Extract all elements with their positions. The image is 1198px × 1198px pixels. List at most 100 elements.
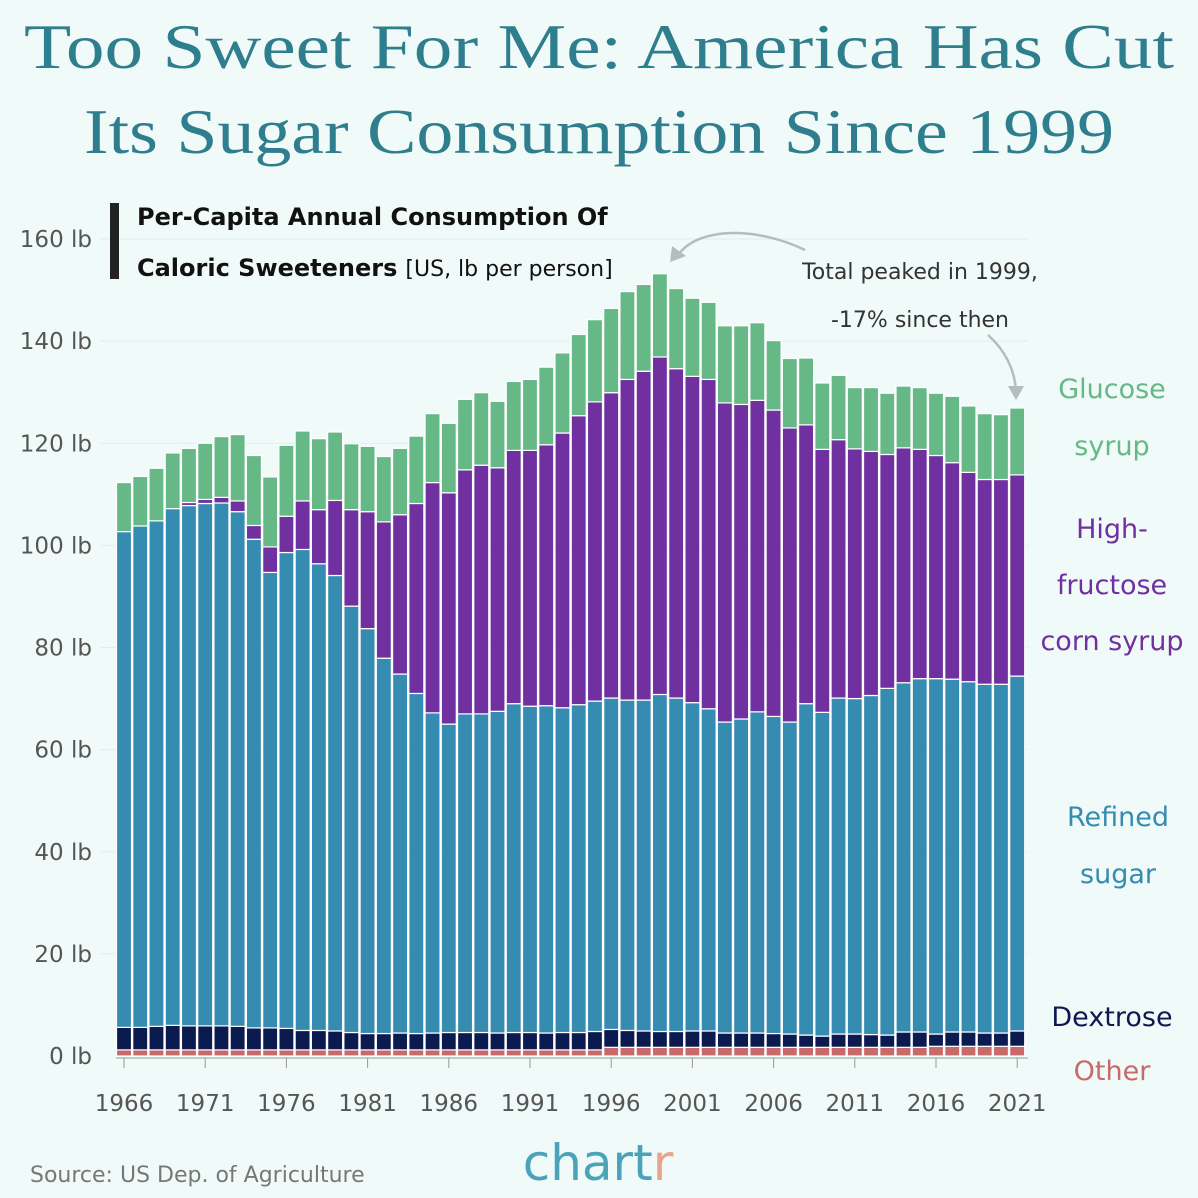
bar-glucose-2020 (992, 414, 1010, 481)
bar-dextrose-1973 (229, 1025, 246, 1051)
bar-hfcs-1991 (521, 449, 539, 707)
bar-hfcs-2001 (684, 375, 701, 704)
bar-stack-2001 (684, 297, 701, 1057)
bar-stack-1999 (651, 273, 669, 1057)
bar-dextrose-1994 (570, 1031, 587, 1051)
series-label-hfcs: corn syrup (1040, 626, 1183, 657)
bar-refined-1996 (603, 697, 620, 1031)
bar-other-1990 (505, 1049, 522, 1057)
bar-dextrose-1987 (456, 1031, 474, 1051)
bar-stack-2020 (992, 414, 1010, 1057)
bars (115, 273, 1026, 1057)
bar-glucose-1991 (521, 378, 539, 451)
bar-refined-2015 (911, 678, 928, 1033)
bar-other-1992 (538, 1049, 555, 1057)
bar-refined-2004 (733, 718, 750, 1034)
bar-hfcs-1988 (473, 464, 490, 715)
bar-other-1988 (473, 1049, 490, 1057)
bar-hfcs-2015 (911, 448, 928, 680)
bar-dextrose-1978 (310, 1029, 327, 1051)
arrowhead-icon (670, 246, 686, 262)
bar-hfcs-1997 (619, 378, 636, 701)
bar-hfcs-1973 (229, 500, 246, 513)
subtitle-bold: Caloric Sweeteners (137, 254, 397, 282)
bar-glucose-1972 (213, 436, 230, 498)
bar-dextrose-2014 (895, 1031, 912, 1048)
bar-dextrose-2012 (862, 1033, 880, 1048)
bar-hfcs-1980 (343, 509, 360, 607)
bar-stack-1997 (619, 290, 636, 1057)
bar-glucose-2021 (1009, 407, 1026, 476)
chart-title-line2: Its Sugar Consumption Since 1999 (84, 96, 1114, 167)
bar-other-2019 (976, 1045, 993, 1057)
bar-dextrose-1984 (408, 1032, 425, 1051)
bar-dextrose-1975 (262, 1027, 279, 1051)
bar-dextrose-2006 (765, 1032, 782, 1048)
bar-dextrose-2004 (733, 1032, 750, 1048)
bar-hfcs-2007 (781, 427, 798, 723)
x-tick-label: 1971 (176, 1091, 235, 1117)
source-note: Source: US Dep. of Agriculture (30, 1163, 365, 1188)
bar-dextrose-2009 (814, 1035, 831, 1048)
bar-refined-2008 (797, 703, 815, 1036)
bar-dextrose-1966 (115, 1026, 133, 1051)
bar-hfcs-2021 (1009, 474, 1026, 677)
bar-glucose-2016 (927, 392, 945, 457)
bar-hfcs-1977 (294, 500, 311, 551)
subtitle-line1: Per-Capita Annual Consumption Of (137, 203, 608, 231)
y-tick-label: 0 lb (49, 1044, 92, 1070)
bar-refined-2016 (927, 678, 945, 1035)
bar-hfcs-2010 (830, 439, 847, 699)
bar-glucose-1984 (408, 435, 425, 505)
bar-dextrose-2017 (944, 1031, 961, 1047)
x-tick-label: 1981 (338, 1091, 397, 1117)
annotation-arrow-latest (987, 334, 1018, 393)
bar-hfcs-2018 (960, 471, 977, 683)
bar-other-1995 (586, 1049, 604, 1057)
bar-other-1991 (521, 1049, 539, 1057)
x-tick-label: 1991 (501, 1091, 560, 1117)
bar-glucose-1980 (343, 443, 360, 511)
bar-other-1979 (327, 1049, 344, 1057)
bar-hfcs-1986 (440, 492, 457, 725)
bar-stack-1987 (456, 398, 474, 1057)
bar-refined-1970 (180, 504, 198, 1027)
arrowhead-icon (1008, 386, 1024, 400)
bar-dextrose-2008 (797, 1034, 815, 1048)
bar-other-2017 (944, 1045, 961, 1057)
bar-other-1974 (245, 1049, 263, 1057)
bar-refined-1968 (148, 520, 165, 1027)
bar-dextrose-1970 (180, 1025, 198, 1051)
bar-stack-2010 (830, 374, 847, 1057)
bar-hfcs-2005 (749, 399, 766, 713)
bar-glucose-1973 (229, 433, 246, 502)
bar-stack-1971 (197, 442, 214, 1057)
bar-glucose-2019 (976, 413, 993, 481)
bar-refined-1979 (327, 574, 344, 1032)
bar-stack-1992 (538, 366, 555, 1057)
bar-dextrose-2001 (684, 1030, 701, 1048)
bar-refined-2019 (976, 683, 993, 1034)
bar-refined-1980 (343, 605, 360, 1034)
y-tick-label: 140 lb (20, 329, 92, 355)
bar-refined-1977 (294, 548, 311, 1032)
bar-stack-1994 (570, 333, 587, 1057)
bar-other-2004 (733, 1046, 750, 1057)
bar-glucose-1977 (294, 430, 311, 502)
bar-stack-1977 (294, 430, 311, 1057)
y-tick-label: 20 lb (34, 942, 92, 968)
bar-refined-1988 (473, 713, 490, 1034)
bar-stack-1967 (132, 475, 149, 1057)
bar-hfcs-2020 (992, 478, 1010, 685)
bar-dextrose-2002 (700, 1030, 717, 1048)
bar-dextrose-1997 (619, 1029, 636, 1048)
bar-refined-2013 (879, 687, 896, 1036)
bar-refined-2003 (716, 721, 733, 1034)
bar-hfcs-1987 (456, 469, 474, 715)
bar-other-1966 (115, 1049, 133, 1057)
bar-refined-1994 (570, 704, 587, 1034)
bar-refined-2018 (960, 681, 977, 1033)
bar-other-2001 (684, 1046, 701, 1057)
